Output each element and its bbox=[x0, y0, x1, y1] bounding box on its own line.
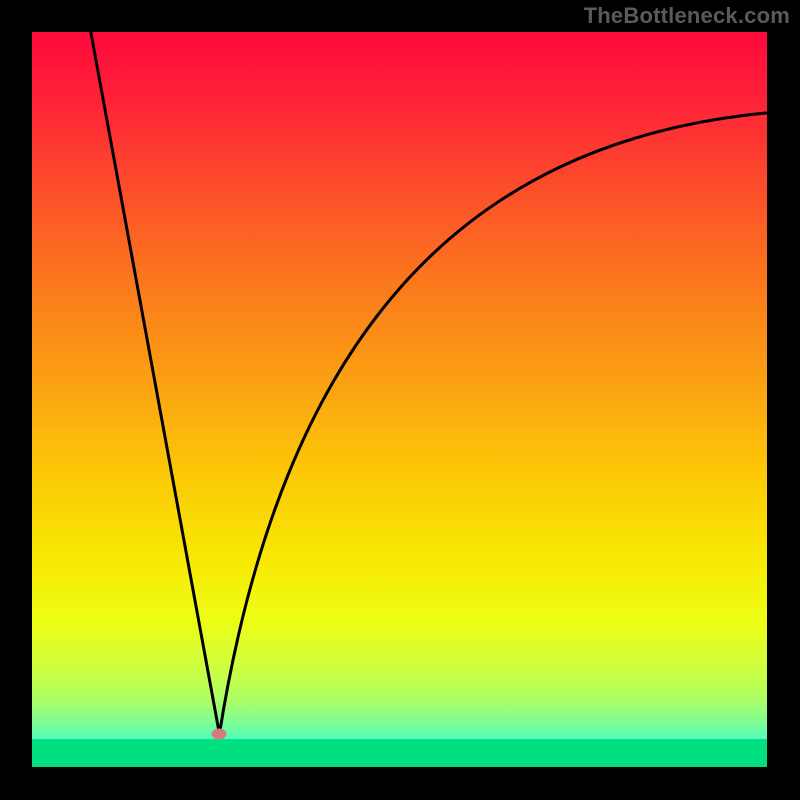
minimum-marker bbox=[212, 728, 227, 739]
gradient-rect bbox=[32, 32, 767, 767]
watermark-text: TheBottleneck.com bbox=[584, 3, 790, 29]
plot-area bbox=[32, 32, 767, 767]
gradient-background bbox=[32, 32, 767, 767]
green-band bbox=[32, 739, 767, 767]
